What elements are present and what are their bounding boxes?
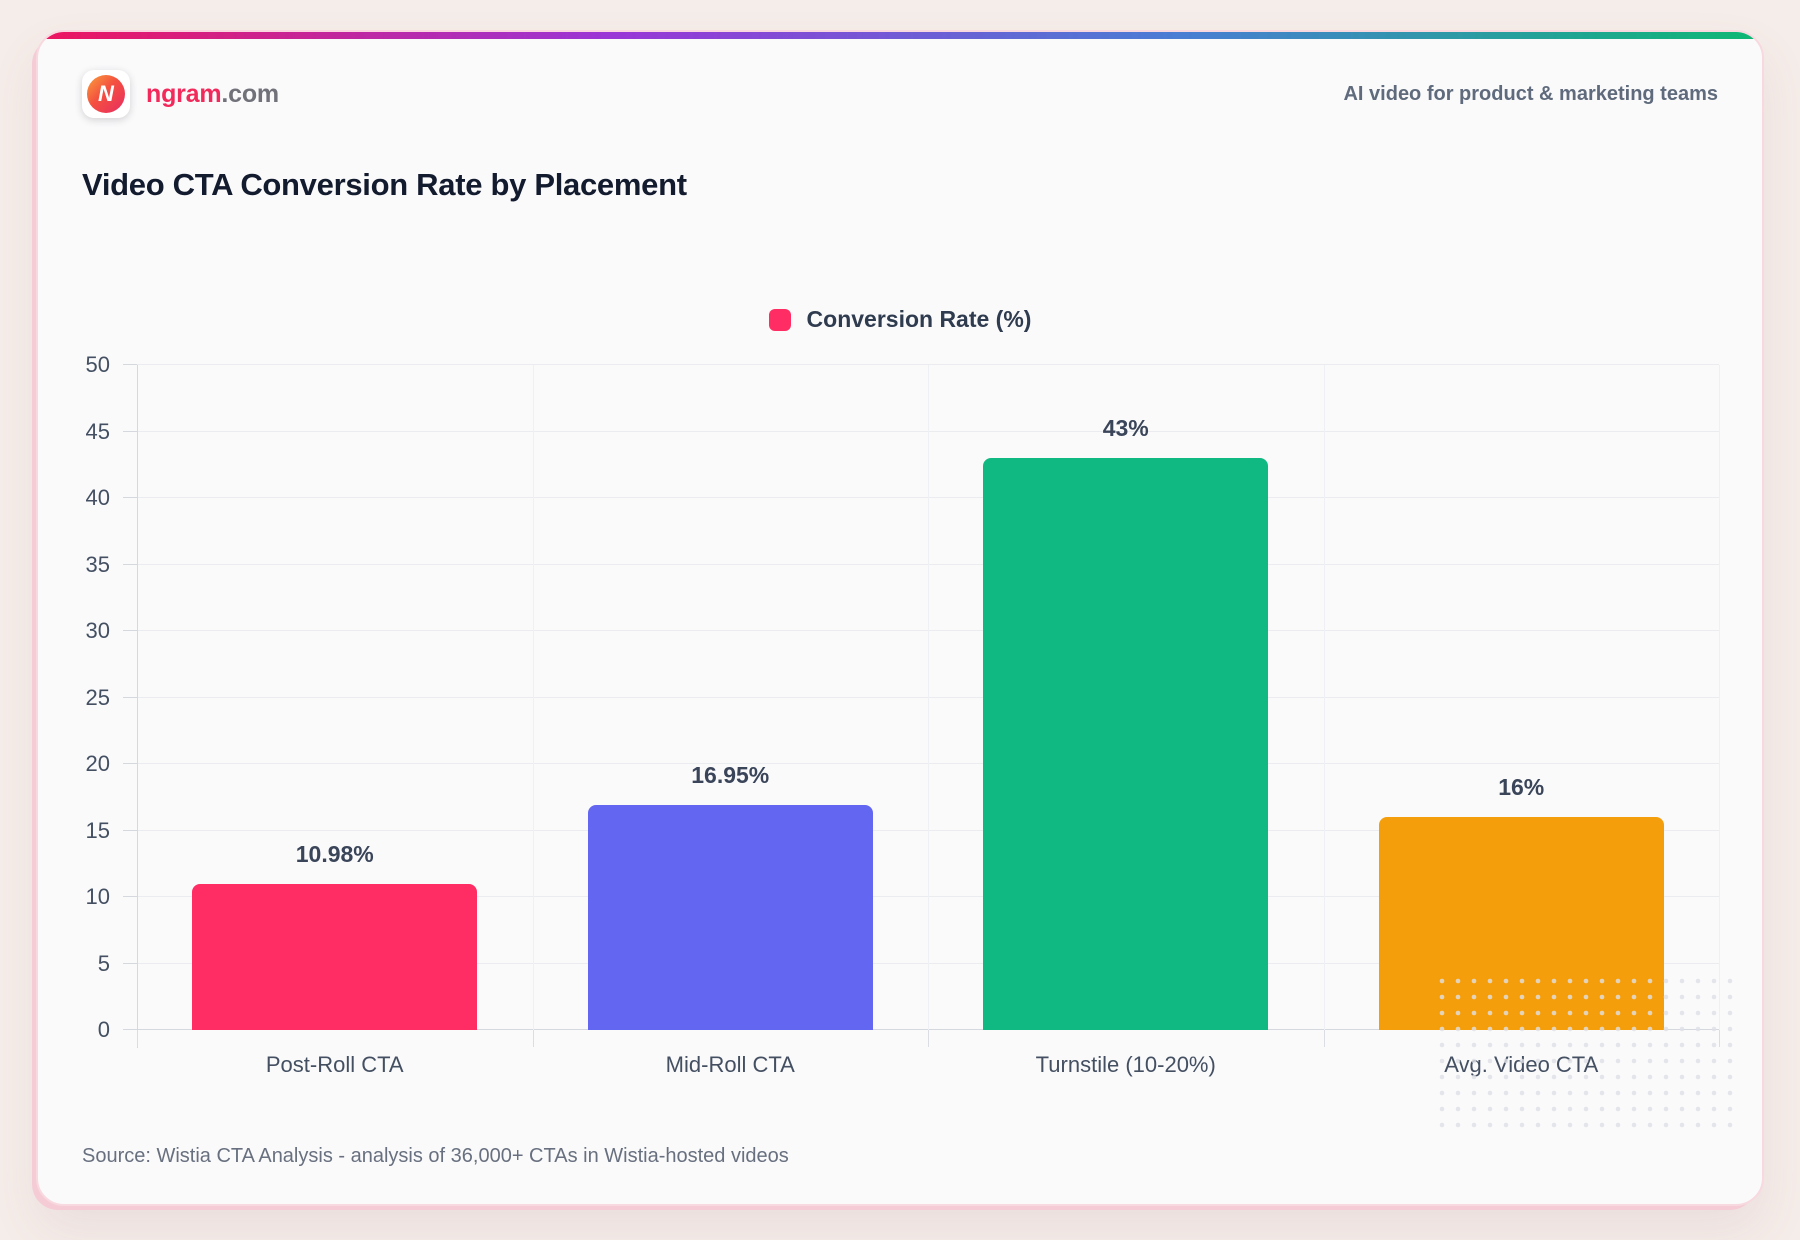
y-tick-40 [123,497,137,498]
x-tick-2 [928,1030,929,1047]
y-axis-label-15: 15 [85,817,110,843]
legend-swatch[interactable] [768,308,791,331]
y-axis-label-40: 40 [85,485,110,510]
x-axis-label: Post-Roll CTA [265,1052,404,1077]
y-axis-label-30: 30 [85,618,110,643]
brand: N ngram.com [82,70,279,118]
bar-post-roll-cta[interactable] [192,883,478,1030]
x-axis-label: Mid-Roll CTA [665,1052,795,1077]
source-note: Source: Wistia CTA Analysis - analysis o… [82,1145,789,1167]
y-tick-5 [123,962,137,964]
brand-name: ngram.com [146,80,279,109]
brand-logo-letter: N [87,75,125,113]
page-title: Video CTA Conversion Rate by Placement [82,166,687,202]
gridline-x-3 [1323,365,1325,1030]
y-axis-label-35: 35 [85,551,110,577]
gridline-x-4 [1719,365,1720,1030]
chart-card: N ngram.com AI video for product & marke… [36,30,1764,1206]
x-tick-3 [1323,1030,1325,1047]
logo-letter: N [98,81,114,106]
y-axis-label-10: 10 [85,884,110,909]
y-tick-35 [123,563,137,565]
y-tick-20 [123,763,137,764]
y-tick-25 [123,696,137,698]
bar-value-label: 43% [1102,415,1149,442]
x-tick-1 [532,1030,534,1047]
brand-name-secondary: .com [221,79,279,108]
gridline-x-1 [532,365,534,1030]
y-tick-50 [123,364,137,365]
chart-legend[interactable]: Conversion Rate (%) [38,306,1762,333]
bar-turnstile-10-20[interactable] [983,458,1269,1030]
brand-logo-icon: N [82,70,130,118]
gridline-x-2 [928,365,929,1030]
chart-plot: 0 5 10 15 20 25 30 35 40 45 50 10.98% Post-Roll CTA 1… [86,354,1720,1077]
y-tick-45 [123,430,137,432]
y-tick-0 [123,1029,137,1030]
y-axis-label-0: 0 [97,1017,110,1042]
y-tick-30 [123,630,137,631]
y-axis-label-25: 25 [85,684,110,710]
header: N ngram.com AI video for product & marke… [82,68,1718,120]
y-axis-line [137,365,138,1048]
dot-grid-decoration [1434,973,1734,1138]
x-tick-0 [137,1030,138,1047]
y-axis-label-45: 45 [85,418,110,444]
bar-mid-roll-cta[interactable] [587,804,873,1030]
y-tick-10 [123,896,137,897]
y-axis-label-5: 5 [97,950,110,976]
gridline-y-50 [137,364,1719,365]
bar-value-label: 16.95% [691,761,770,788]
brand-name-primary: ngram [146,79,222,108]
brand-tagline: AI video for product & marketing teams [1343,82,1718,105]
bar-value-label: 16% [1498,774,1545,801]
bar-value-label: 10.98% [295,840,374,867]
accent-gradient-bar [38,32,1762,39]
x-axis-label: Turnstile (10-20%) [1035,1052,1216,1077]
y-axis-label-20: 20 [85,751,110,776]
y-axis-label-50: 50 [85,352,110,377]
legend-label: Conversion Rate (%) [806,306,1032,332]
y-tick-15 [123,829,137,831]
